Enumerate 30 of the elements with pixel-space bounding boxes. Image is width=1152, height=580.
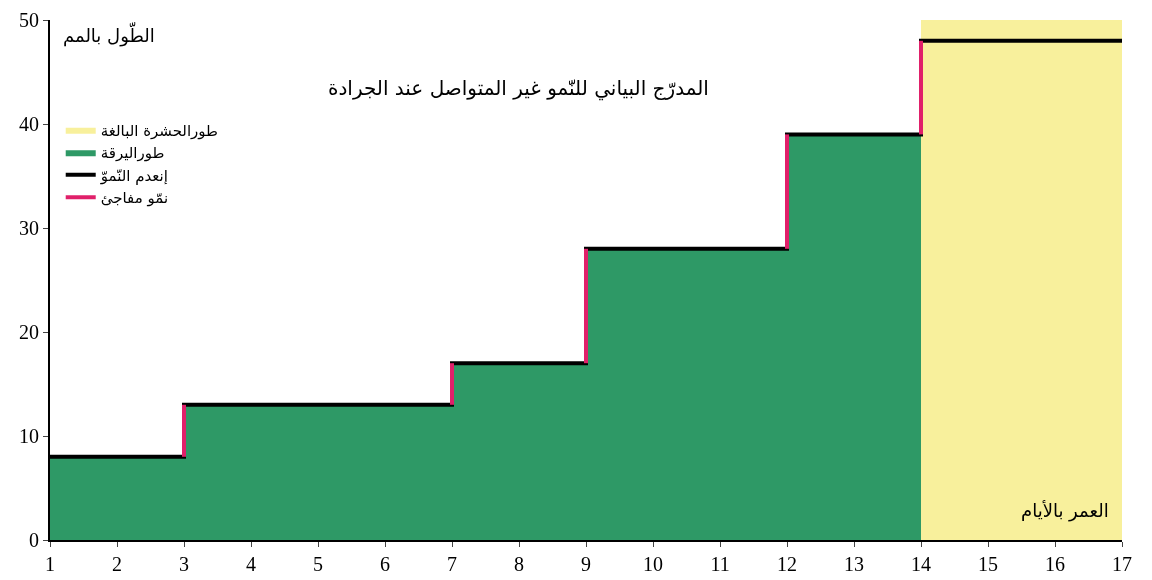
y-tick-label: 40: [19, 113, 39, 135]
x-tick-label: 15: [978, 553, 998, 575]
x-tick-label: 8: [514, 553, 524, 575]
y-tick-label: 20: [19, 321, 39, 343]
x-tick-label: 17: [1112, 553, 1132, 575]
y-tick-label: 50: [19, 9, 39, 31]
legend-label: إنعدم النّموّ: [99, 166, 168, 185]
x-tick-label: 13: [844, 553, 864, 575]
x-tick-label: 9: [581, 553, 591, 575]
x-tick-label: 14: [911, 553, 931, 575]
x-tick-label: 12: [777, 553, 797, 575]
legend-label: طوراليرقة: [100, 144, 165, 163]
x-axis-title: العمر بالأيام: [1021, 500, 1109, 522]
legend-label: طورالحشرة البالغة: [100, 121, 219, 140]
x-tick-label: 10: [643, 553, 663, 575]
y-tick-label: 10: [19, 425, 39, 447]
y-tick-label: 30: [19, 217, 39, 239]
x-tick-label: 1: [45, 553, 55, 575]
x-tick-label: 4: [246, 553, 256, 575]
legend-label: نمّو مفاجئ: [100, 189, 169, 208]
y-tick-label: 0: [29, 529, 39, 551]
x-tick-label: 11: [710, 553, 730, 575]
x-tick-label: 6: [380, 553, 390, 575]
x-tick-label: 5: [313, 553, 323, 575]
y-axis-title: الطّول بالمم: [63, 22, 155, 47]
x-tick-label: 16: [1045, 553, 1065, 575]
x-tick-label: 2: [112, 553, 122, 575]
x-tick-label: 3: [179, 553, 189, 575]
x-tick-label: 7: [447, 553, 457, 575]
text: المدرّج البياني للنّمو غير المتواصل عند الجرادة: [327, 76, 709, 102]
